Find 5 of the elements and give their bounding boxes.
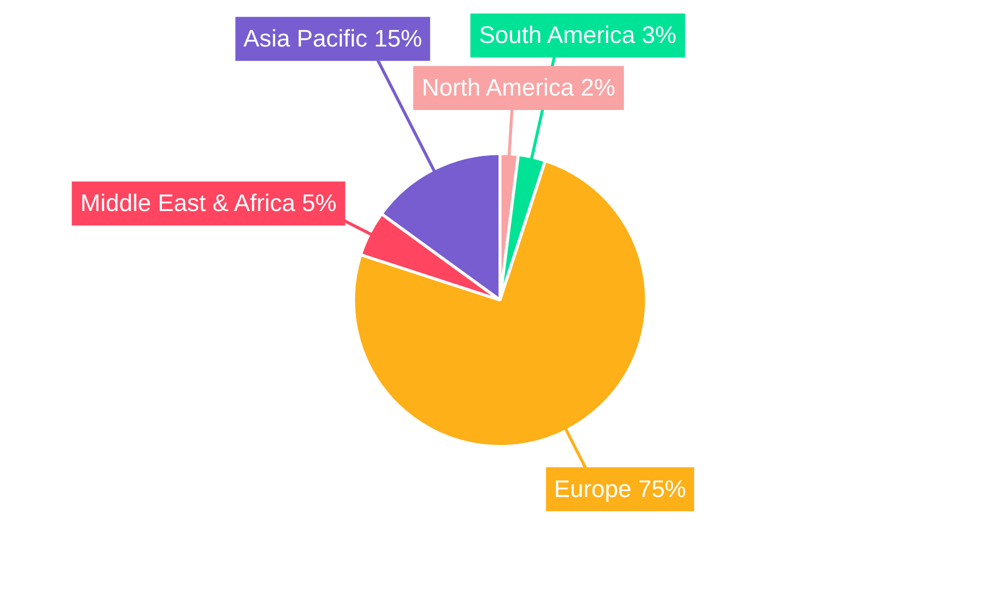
slice-label: South America 3% (479, 22, 676, 50)
slice-label: Asia Pacific 15% (243, 26, 422, 53)
slice-label: Europe 75% (554, 476, 686, 503)
slice-label: Middle East & Africa 5% (80, 190, 337, 218)
slice-label: North America 2% (422, 74, 616, 102)
